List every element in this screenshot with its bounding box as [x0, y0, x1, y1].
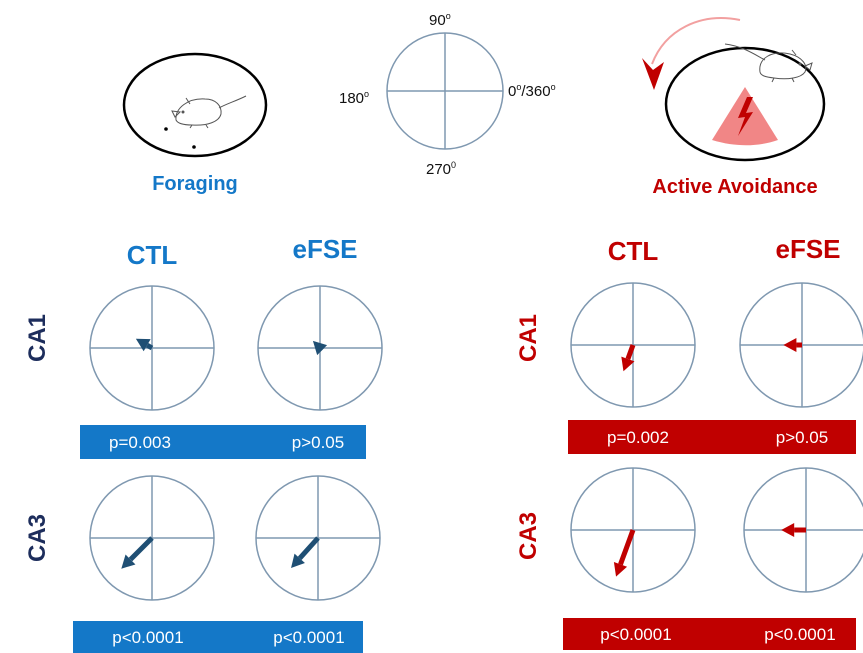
stat-foraging-ca1-efse: p>0.05 [292, 433, 344, 452]
task-label-foraging: Foraging [152, 173, 238, 195]
region-label-avoidance-ca3: CA3 [515, 512, 542, 560]
stat-avoidance-ca1-efse: p>0.05 [776, 428, 828, 447]
rat-icon-avoidance [724, 43, 813, 83]
food-pellet [192, 145, 196, 149]
polar-plots [89, 282, 863, 601]
region-label-avoidance-ca1: CA1 [515, 314, 542, 362]
region-label-foraging-ca1: CA1 [24, 314, 51, 362]
vector-arrow-foraging-ca1-ctl [135, 338, 154, 352]
stat-foraging-ca3-ctl: p<0.0001 [112, 628, 183, 647]
lightning-icon [738, 97, 753, 136]
food-pellet [164, 127, 168, 131]
compass-label-180: 180o [339, 89, 369, 107]
stat-avoidance-ca3-ctl: p<0.0001 [600, 625, 671, 644]
vector-arrow-foraging-ca3-ctl [121, 536, 154, 569]
group-header-avoidance-efse: eFSE [775, 234, 840, 264]
polar-plot-foraging-ca3-ctl [89, 475, 215, 601]
compass-label-270: 2700 [426, 160, 456, 178]
compass-diagram: 90o 180o 0o/360o 2700 [339, 11, 556, 178]
stat-bar-avoidance-ca1: p=0.002 p>0.05 [568, 420, 856, 454]
stat-foraging-ca1-ctl: p=0.003 [109, 433, 171, 452]
polar-plot-avoidance-ca1-ctl [570, 282, 696, 408]
stat-bar-foraging-ca1: p=0.003 p>0.05 [80, 425, 366, 459]
stat-bar-avoidance-ca3: p<0.0001 p<0.0001 [563, 618, 856, 650]
compass-label-90: 90o [429, 11, 451, 29]
vector-arrow-avoidance-ca3-ctl [613, 529, 636, 577]
compass-label-0-360: 0o/360o [508, 82, 556, 100]
avoidance-arena [642, 17, 826, 162]
polar-plot-foraging-ca1-ctl [89, 285, 215, 411]
vector-arrow-avoidance-ca3-efse [781, 523, 806, 537]
rat-icon-foraging [171, 95, 247, 129]
rotation-arrow-icon [651, 17, 741, 65]
foraging-arena [122, 52, 268, 158]
polar-plot-foraging-ca1-efse [257, 285, 383, 411]
group-header-foraging-ctl: CTL [127, 240, 178, 270]
vector-arrow-foraging-ca3-efse [291, 536, 320, 568]
region-label-foraging-ca3: CA3 [24, 514, 51, 562]
group-header-avoidance-ctl: CTL [608, 236, 659, 266]
stat-avoidance-ca3-efse: p<0.0001 [764, 625, 835, 644]
vector-arrow-foraging-ca1-efse [312, 340, 328, 356]
vector-arrow-avoidance-ca1-ctl [621, 344, 636, 372]
polar-plot-avoidance-ca3-efse [743, 467, 863, 593]
stat-bar-foraging-ca3: p<0.0001 p<0.0001 [73, 621, 363, 653]
polar-plot-foraging-ca3-efse [255, 475, 381, 601]
stat-avoidance-ca1-ctl: p=0.002 [607, 428, 669, 447]
polar-plot-avoidance-ca1-efse [739, 282, 863, 408]
vector-arrow-avoidance-ca1-efse [783, 338, 802, 352]
stat-foraging-ca3-efse: p<0.0001 [273, 628, 344, 647]
group-header-foraging-efse: eFSE [292, 234, 357, 264]
polar-plot-avoidance-ca3-ctl [570, 467, 696, 593]
task-label-avoidance: Active Avoidance [652, 176, 817, 198]
